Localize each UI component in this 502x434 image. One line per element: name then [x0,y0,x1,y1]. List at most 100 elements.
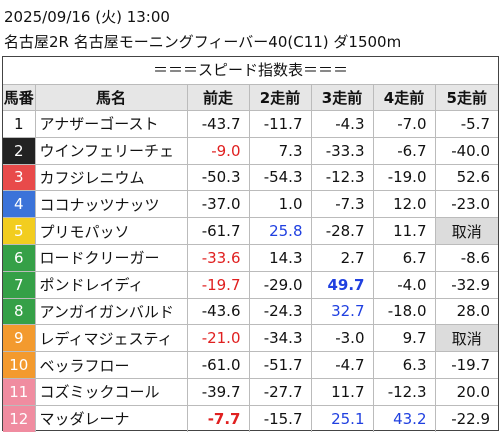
horse-name: アナザーゴースト [34,110,188,138]
horse-number: 1 [3,110,36,138]
speed-index: -22.9 [434,404,498,432]
speed-index: -6.7 [372,136,436,165]
speed-index: 20.0 [434,377,498,406]
speed-index: -54.3 [248,163,312,192]
horse-number: 7 [3,270,36,299]
horse-row: 10 ベッラフロー -61.0 -51.7 -4.7 6.3 -19.7 [3,351,498,379]
speed-index: -7.0 [372,110,436,138]
column-header: 3走前 [310,84,374,111]
column-header: 馬番 [3,84,36,111]
speed-index: -4.7 [310,351,374,379]
speed-index: 52.6 [434,163,498,192]
horse-number: 3 [3,163,36,192]
speed-index: 6.3 [372,351,436,379]
horse-name: カフジレニウム [34,163,188,192]
horse-name: ロードクリーガー [34,243,188,272]
speed-index-table: 馬番 馬名 前走 2走前 3走前 4走前 5走前 1 アナザーゴースト -43.7 -11.7 -4… [3,84,498,432]
speed-index: -28.7 [310,217,374,245]
column-header: 5走前 [434,84,498,111]
speed-index: -21.0 [186,324,250,353]
horse-name: ココナッツナッツ [34,190,188,219]
horse-number: 4 [3,190,36,219]
column-header: 馬名 [34,84,188,111]
horse-row: 11 コズミックコール -39.7 -27.7 11.7 -12.3 20.0 [3,377,498,406]
speed-index: 28.0 [434,297,498,326]
speed-index: -29.0 [248,270,312,299]
speed-index: -3.0 [310,324,374,353]
horse-row: 5 プリモパッソ -61.7 25.8 -28.7 11.7 取消 [3,217,498,245]
speed-index: -51.7 [248,351,312,379]
horse-number: 6 [3,243,36,272]
speed-index: 25.8 [248,217,312,245]
speed-index: -7.3 [310,190,374,219]
horse-name: レディマジェスティ [34,324,188,353]
speed-index: -4.3 [310,110,374,138]
speed-index: -4.0 [372,270,436,299]
speed-index: 43.2 [372,404,436,432]
race-datetime: 2025/09/16 (火) 13:00 [4,8,170,26]
speed-index-panel: ＝＝＝スピード指数表＝＝＝ 馬番 馬名 前走 2走前 3走前 4走前 5走前 1 アナザーゴー… [2,56,499,432]
horse-row: 4 ココナッツナッツ -37.0 1.0 -7.3 12.0 -23.0 [3,190,498,219]
speed-index: -40.0 [434,136,498,165]
speed-index: -32.9 [434,270,498,299]
speed-index: -37.0 [186,190,250,219]
speed-index: -50.3 [186,163,250,192]
speed-index: 取消 [434,217,498,245]
speed-index: 49.7 [310,270,374,299]
speed-index: 9.7 [372,324,436,353]
horse-number: 10 [3,351,36,379]
speed-index: -24.3 [248,297,312,326]
horse-number: 9 [3,324,36,353]
speed-index: 7.3 [248,136,312,165]
horse-row: 3 カフジレニウム -50.3 -54.3 -12.3 -19.0 52.6 [3,163,498,192]
horse-name: プリモパッソ [34,217,188,245]
speed-index: -19.0 [372,163,436,192]
column-header: 4走前 [372,84,436,111]
speed-index: -43.6 [186,297,250,326]
horse-number: 11 [3,377,36,406]
speed-index: -19.7 [186,270,250,299]
header-row: 馬番 馬名 前走 2走前 3走前 4走前 5走前 [3,84,498,111]
horse-row: 8 アンガイガンバルド -43.6 -24.3 32.7 -18.0 28.0 [3,297,498,326]
horse-row: 2 ウインフェリーチェ -9.0 7.3 -33.3 -6.7 -40.0 [3,136,498,165]
speed-index: -5.7 [434,110,498,138]
horse-name: マッダレーナ [34,404,188,432]
horse-row: 7 ポンドレイディ -19.7 -29.0 49.7 -4.0 -32.9 [3,270,498,299]
speed-index: -18.0 [372,297,436,326]
speed-index: -23.0 [434,190,498,219]
horse-number: 12 [3,404,36,432]
speed-index: 1.0 [248,190,312,219]
horse-name: コズミックコール [34,377,188,406]
speed-index: -19.7 [434,351,498,379]
speed-index: -12.3 [372,377,436,406]
horse-name: アンガイガンバルド [34,297,188,326]
race-info: 名古屋2R 名古屋モーニングフィーバー40(C11) ダ1500m [4,33,402,51]
table-title: ＝＝＝スピード指数表＝＝＝ [152,61,348,79]
speed-index: 12.0 [372,190,436,219]
speed-index: -12.3 [310,163,374,192]
speed-index: 14.3 [248,243,312,272]
speed-index: -7.7 [186,404,250,432]
speed-index: -43.7 [186,110,250,138]
horse-row: 1 アナザーゴースト -43.7 -11.7 -4.3 -7.0 -5.7 [3,110,498,138]
horse-number: 2 [3,136,36,165]
speed-index: -34.3 [248,324,312,353]
speed-index: -33.6 [186,243,250,272]
column-header: 前走 [186,84,250,111]
horse-row: 6 ロードクリーガー -33.6 14.3 2.7 6.7 -8.6 [3,243,498,272]
horse-name: ベッラフロー [34,351,188,379]
speed-index: -33.3 [310,136,374,165]
speed-index: 32.7 [310,297,374,326]
speed-index: 25.1 [310,404,374,432]
speed-index: -27.7 [248,377,312,406]
horse-number: 8 [3,297,36,326]
speed-index: -61.0 [186,351,250,379]
horse-number: 5 [3,217,36,245]
speed-index: 取消 [434,324,498,353]
speed-index: 11.7 [372,217,436,245]
speed-index: -15.7 [248,404,312,432]
speed-index: 11.7 [310,377,374,406]
column-header: 2走前 [248,84,312,111]
speed-index: 2.7 [310,243,374,272]
horse-row: 9 レディマジェスティ -21.0 -34.3 -3.0 9.7 取消 [3,324,498,353]
